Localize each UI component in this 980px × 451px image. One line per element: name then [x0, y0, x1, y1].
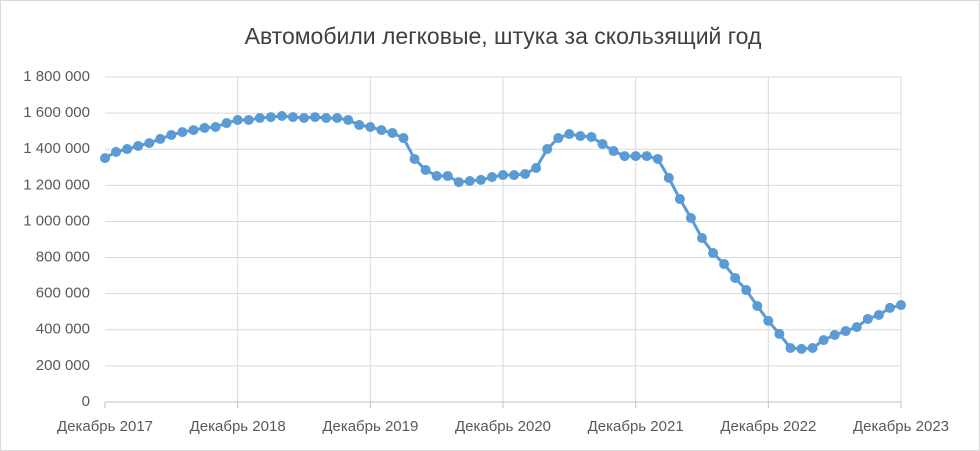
marker — [376, 125, 387, 136]
x-tick-label: Декабрь 2018 — [190, 418, 286, 435]
chart-title: Автомобили легковые, штука за скользящий… — [245, 23, 762, 49]
marker — [100, 153, 110, 164]
marker — [144, 138, 155, 149]
marker — [630, 151, 641, 162]
marker — [509, 170, 520, 181]
marker — [133, 140, 144, 151]
marker — [520, 168, 531, 179]
marker — [608, 146, 619, 157]
marker — [862, 313, 873, 324]
marker — [299, 112, 309, 123]
marker — [310, 112, 321, 123]
x-tick-label: Декабрь 2021 — [588, 418, 684, 435]
marker — [873, 309, 884, 320]
marker — [398, 133, 409, 144]
y-tick-label: 1 400 000 — [23, 140, 90, 157]
marker — [221, 118, 232, 129]
marker — [453, 177, 464, 188]
y-tick-label: 1 200 000 — [23, 176, 90, 193]
x-tick-label: Декабрь 2022 — [720, 418, 816, 435]
x-tick-label: Декабрь 2017 — [57, 418, 153, 435]
marker — [475, 174, 486, 185]
marker — [597, 138, 608, 149]
marker — [111, 146, 122, 157]
marker — [232, 114, 243, 125]
marker — [199, 122, 210, 133]
marker — [321, 112, 332, 123]
marker — [575, 131, 586, 142]
marker — [486, 172, 497, 183]
marker — [829, 330, 840, 341]
marker — [420, 164, 431, 175]
marker — [674, 194, 685, 205]
y-tick-label: 600 000 — [36, 285, 90, 302]
x-tick-label: Декабрь 2020 — [455, 418, 551, 435]
marker — [730, 272, 741, 283]
marker — [287, 112, 298, 123]
marker — [884, 302, 895, 313]
marker — [896, 300, 906, 311]
marker — [409, 153, 420, 164]
marker — [276, 111, 287, 121]
marker — [796, 343, 807, 354]
marker — [774, 328, 785, 339]
y-tick-label: 1 600 000 — [23, 104, 90, 121]
marker — [387, 127, 398, 138]
x-tick-label: Декабрь 2019 — [322, 418, 418, 435]
marker — [531, 163, 542, 173]
marker — [542, 144, 553, 155]
marker — [254, 112, 265, 123]
marker — [332, 112, 343, 123]
marker — [663, 172, 674, 183]
marker — [354, 120, 365, 131]
y-tick-label: 0 — [82, 393, 90, 410]
marker — [752, 300, 763, 311]
marker — [785, 343, 796, 354]
marker — [741, 285, 752, 296]
marker — [719, 259, 730, 270]
marker — [685, 213, 696, 224]
marker — [564, 129, 575, 140]
y-tick-label: 200 000 — [36, 357, 90, 374]
marker — [840, 326, 851, 337]
y-tick-label: 1 800 000 — [23, 68, 90, 85]
x-tick-label: Декабрь 2023 — [853, 418, 949, 435]
marker — [365, 122, 376, 133]
marker — [243, 114, 254, 125]
marker — [586, 131, 597, 142]
y-tick-label: 800 000 — [36, 249, 90, 266]
marker — [188, 125, 199, 136]
marker — [265, 112, 276, 123]
marker — [498, 170, 508, 181]
marker — [641, 151, 652, 162]
marker — [210, 122, 221, 133]
marker — [851, 322, 862, 333]
marker — [553, 133, 564, 144]
marker — [343, 114, 354, 125]
marker — [697, 233, 707, 244]
marker — [122, 144, 133, 155]
marker — [442, 170, 453, 181]
marker — [652, 153, 663, 164]
marker — [464, 176, 475, 186]
marker — [166, 129, 177, 140]
marker — [155, 133, 166, 144]
marker — [708, 248, 719, 259]
marker — [177, 127, 188, 138]
marker — [619, 151, 630, 162]
marker — [763, 315, 774, 326]
marker — [807, 343, 818, 354]
marker — [818, 335, 829, 346]
y-tick-label: 400 000 — [36, 321, 90, 338]
y-tick-label: 1 000 000 — [23, 212, 90, 229]
marker — [431, 170, 442, 181]
